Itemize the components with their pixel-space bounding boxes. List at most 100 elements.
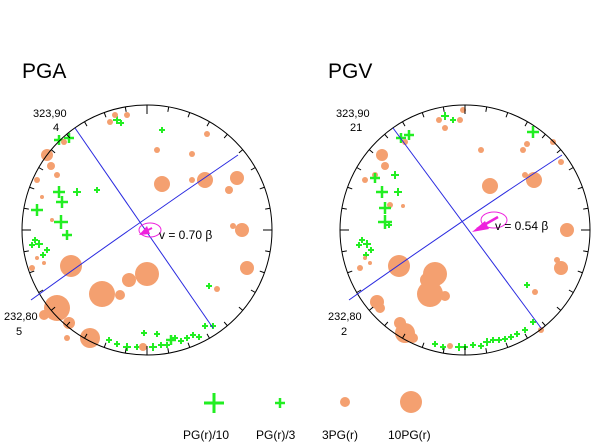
station-circle bbox=[402, 139, 408, 145]
station-circle bbox=[526, 172, 542, 188]
station-circle bbox=[388, 255, 410, 277]
station-circle bbox=[204, 131, 210, 137]
station-circle bbox=[44, 295, 70, 321]
station-cross bbox=[32, 237, 38, 243]
station-circle bbox=[417, 281, 443, 307]
station-cross bbox=[106, 337, 112, 343]
stereonet-pga: v = 0.70 β bbox=[21, 104, 273, 356]
station-circle bbox=[440, 291, 450, 301]
station-circle bbox=[107, 119, 113, 125]
station-circle bbox=[89, 281, 115, 307]
station-circle bbox=[39, 310, 49, 320]
station-circle bbox=[189, 177, 195, 183]
station-circle bbox=[395, 323, 415, 343]
station-circle bbox=[197, 172, 213, 188]
count-top-pga: 4 bbox=[53, 122, 60, 134]
station-circle bbox=[482, 178, 498, 194]
velocity-label-pga: v = 0.70 β bbox=[159, 228, 212, 242]
station-cross bbox=[450, 117, 456, 123]
station-cross bbox=[496, 337, 502, 343]
station-circle bbox=[124, 112, 130, 118]
station-cross bbox=[73, 188, 81, 196]
station-cross bbox=[149, 343, 157, 351]
station-circle bbox=[47, 162, 55, 170]
station-cross bbox=[394, 188, 402, 196]
stereonet-pgv: v = 0.54 β bbox=[339, 104, 591, 356]
panel-title-pgv: PGV bbox=[328, 60, 373, 83]
station-circle bbox=[362, 177, 368, 183]
nodal-plane-2-pga bbox=[30, 154, 239, 301]
station-circle bbox=[368, 261, 372, 265]
station-circle bbox=[478, 147, 484, 153]
legend-label-10pg-r: 10PG(r) bbox=[388, 428, 431, 442]
station-circle bbox=[40, 195, 44, 199]
station-circle bbox=[115, 290, 125, 300]
station-cross bbox=[190, 332, 196, 338]
station-circle bbox=[80, 328, 100, 348]
station-circle bbox=[554, 257, 560, 263]
station-cross bbox=[440, 344, 446, 350]
rupture-ellipse-pga bbox=[138, 222, 162, 238]
station-circle bbox=[225, 186, 233, 194]
station-circle bbox=[154, 176, 170, 192]
count-bottom-pgv: 2 bbox=[341, 326, 348, 338]
station-cross bbox=[159, 127, 165, 133]
station-cross bbox=[527, 126, 539, 138]
station-circle bbox=[532, 289, 538, 295]
rupture-ellipse-pgv bbox=[480, 211, 508, 229]
station-cross bbox=[40, 252, 46, 258]
station-cross bbox=[53, 186, 65, 198]
station-cross bbox=[206, 283, 212, 289]
station-cross bbox=[35, 240, 43, 248]
station-circle bbox=[436, 117, 442, 123]
tick-marks-pgv bbox=[340, 105, 590, 355]
rupture-arrow-pgv bbox=[472, 215, 499, 232]
station-circle bbox=[363, 256, 367, 260]
station-circle bbox=[524, 141, 530, 147]
station-circle bbox=[401, 204, 405, 208]
station-circle bbox=[64, 335, 70, 341]
nodal-label-top-pgv: 323,90 bbox=[336, 108, 370, 120]
station-circle bbox=[230, 223, 236, 229]
station-circle bbox=[560, 223, 574, 237]
station-cross bbox=[368, 247, 374, 253]
station-circle bbox=[520, 147, 526, 153]
station-cross bbox=[31, 204, 43, 216]
station-cross bbox=[141, 330, 147, 336]
legend-label-pg-r-10: PG(r)/10 bbox=[183, 428, 230, 442]
station-cross bbox=[29, 242, 35, 248]
nodal-label-bottom-pgv: 232,80 bbox=[328, 311, 362, 323]
station-circle bbox=[42, 261, 46, 265]
legend-symbols bbox=[204, 391, 422, 413]
station-circle bbox=[240, 261, 254, 275]
count-bottom-pga: 5 bbox=[16, 326, 23, 338]
legend-large-circle-icon bbox=[400, 391, 422, 413]
station-circle bbox=[189, 151, 195, 157]
station-circle bbox=[357, 265, 363, 271]
station-cross bbox=[514, 331, 520, 337]
station-cross bbox=[522, 327, 528, 333]
station-cross bbox=[455, 343, 463, 351]
station-circle bbox=[154, 147, 160, 153]
station-cross bbox=[363, 240, 371, 248]
station-circle bbox=[60, 255, 82, 277]
station-cross bbox=[44, 247, 50, 253]
station-circle bbox=[35, 256, 39, 260]
station-cross bbox=[432, 341, 438, 347]
station-cross bbox=[54, 215, 68, 229]
station-cross bbox=[490, 337, 496, 343]
station-circle bbox=[34, 177, 40, 183]
station-cross bbox=[114, 341, 120, 347]
station-cross bbox=[113, 116, 121, 124]
station-cross bbox=[391, 171, 399, 179]
station-cross bbox=[379, 202, 391, 214]
station-cross bbox=[123, 343, 131, 351]
station-circle bbox=[54, 172, 60, 178]
station-cross bbox=[483, 338, 491, 346]
station-cross bbox=[386, 222, 392, 228]
station-circle bbox=[457, 117, 463, 123]
station-circle bbox=[235, 223, 249, 237]
station-cross bbox=[370, 173, 380, 183]
station-cross bbox=[178, 338, 184, 344]
